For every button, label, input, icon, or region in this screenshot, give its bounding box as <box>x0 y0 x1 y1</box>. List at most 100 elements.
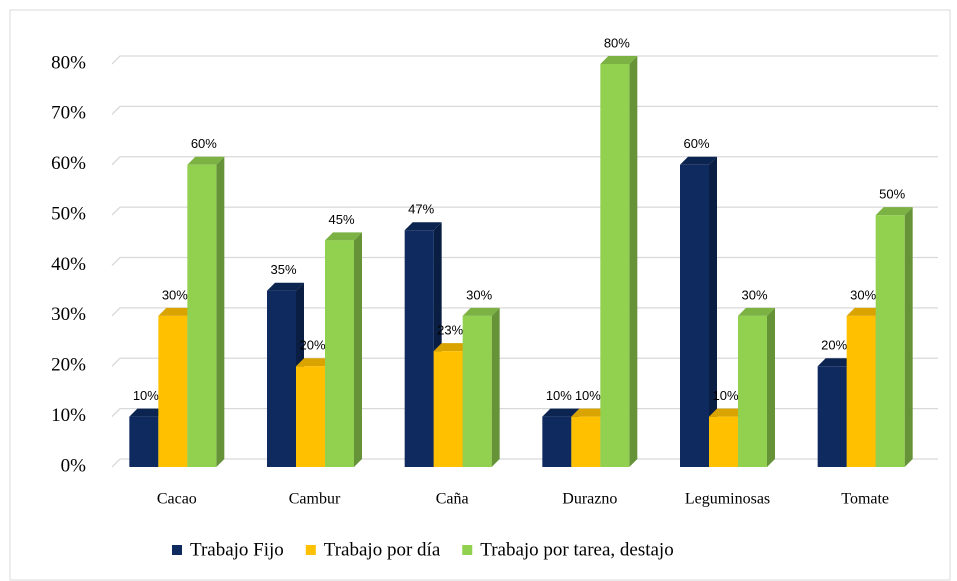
y-tick-label: 70% <box>51 103 86 124</box>
bar-side <box>629 56 638 467</box>
y-tick-label: 60% <box>51 153 86 174</box>
data-label: 10% <box>546 388 572 403</box>
bar-front <box>158 315 188 467</box>
bar <box>875 207 913 467</box>
bar <box>600 56 638 467</box>
bar-front <box>462 315 492 467</box>
bar-front <box>709 416 738 467</box>
bar-front <box>296 366 325 467</box>
chart-frame <box>9 9 951 581</box>
bar-top <box>462 307 500 316</box>
data-label: 35% <box>270 262 296 277</box>
bar-top <box>738 307 775 316</box>
y-tick-label: 20% <box>51 355 86 376</box>
y-tick-label: 30% <box>51 304 86 325</box>
legend-label: Trabajo por tarea, destajo <box>480 539 673 560</box>
bar-top <box>325 232 362 241</box>
bar <box>738 307 775 467</box>
data-label: 30% <box>850 287 876 302</box>
data-label: 60% <box>191 136 217 151</box>
bar-top <box>404 222 442 231</box>
y-tick-label: 10% <box>51 405 86 426</box>
grid-line <box>111 256 938 266</box>
bar-top <box>542 408 580 417</box>
bar-front <box>875 215 905 467</box>
grid-line <box>111 307 938 317</box>
bar <box>680 156 717 467</box>
data-label: 10% <box>575 388 601 403</box>
bar-top <box>817 358 855 367</box>
bar-top <box>129 408 167 417</box>
grid-line <box>111 156 938 166</box>
bar-front <box>542 416 572 467</box>
data-label: 30% <box>162 287 188 302</box>
grid-line <box>111 105 938 115</box>
y-tick-label: 80% <box>51 52 86 73</box>
bar-front <box>267 290 296 467</box>
bar-front <box>129 416 159 467</box>
y-tick-label: 50% <box>51 203 86 224</box>
bar-side <box>354 232 362 467</box>
bar-front <box>404 230 434 467</box>
data-label: 20% <box>821 338 847 353</box>
bar-front <box>846 315 876 467</box>
bar-top <box>296 358 333 367</box>
data-label: 30% <box>741 287 767 302</box>
legend-swatch <box>172 545 182 555</box>
legend-label: Trabajo Fijo <box>190 539 284 560</box>
bar-side <box>767 307 775 467</box>
data-label: 47% <box>408 202 434 217</box>
bar-top <box>187 156 225 165</box>
bar-top <box>875 207 913 216</box>
data-label: 23% <box>437 323 463 338</box>
legend-swatch <box>305 545 316 555</box>
y-tick-label: 0% <box>61 455 87 476</box>
legend-swatch <box>462 545 473 555</box>
bar-front <box>738 315 767 467</box>
data-label: 80% <box>604 35 630 50</box>
bar-top <box>709 408 746 417</box>
data-label: 20% <box>299 338 325 353</box>
bar-front <box>817 366 847 467</box>
bar-top <box>846 307 884 316</box>
bar-front <box>571 416 601 467</box>
data-label: 10% <box>712 388 738 403</box>
x-tick-label: Durazno <box>562 491 617 508</box>
bar <box>187 156 225 467</box>
data-label: 50% <box>879 187 905 202</box>
x-tick-label: Cacao <box>157 491 197 508</box>
bar-side <box>491 307 500 467</box>
y-tick-label: 40% <box>51 254 86 275</box>
bar-side <box>709 156 717 467</box>
x-tick-label: Leguminosas <box>685 491 770 508</box>
bar-front <box>433 351 463 467</box>
bar-side <box>216 156 225 467</box>
grid-line <box>111 206 938 216</box>
data-label: 45% <box>328 212 354 227</box>
bar <box>325 232 362 467</box>
bar-front <box>600 64 630 467</box>
x-tick-label: Cambur <box>289 491 341 508</box>
bar-top <box>267 282 304 291</box>
grid-line <box>111 357 938 367</box>
bar-top <box>600 56 638 64</box>
bar-top <box>158 307 196 316</box>
legend-label: Trabajo por día <box>324 539 441 560</box>
data-label: 30% <box>466 287 492 302</box>
grid-line <box>111 55 938 65</box>
bar-front <box>325 240 354 467</box>
grid-line <box>111 458 938 468</box>
data-label: 10% <box>133 388 159 403</box>
bar-front <box>187 164 217 467</box>
bar-side <box>904 207 913 467</box>
bar-top <box>571 408 609 417</box>
x-tick-label: Tomate <box>841 491 889 508</box>
bar-top <box>680 156 717 165</box>
bar <box>462 307 500 467</box>
bar-top <box>433 343 471 352</box>
bar <box>404 222 442 467</box>
x-tick-label: Caña <box>436 491 469 508</box>
bar-front <box>680 164 709 467</box>
grid-line <box>111 407 938 418</box>
